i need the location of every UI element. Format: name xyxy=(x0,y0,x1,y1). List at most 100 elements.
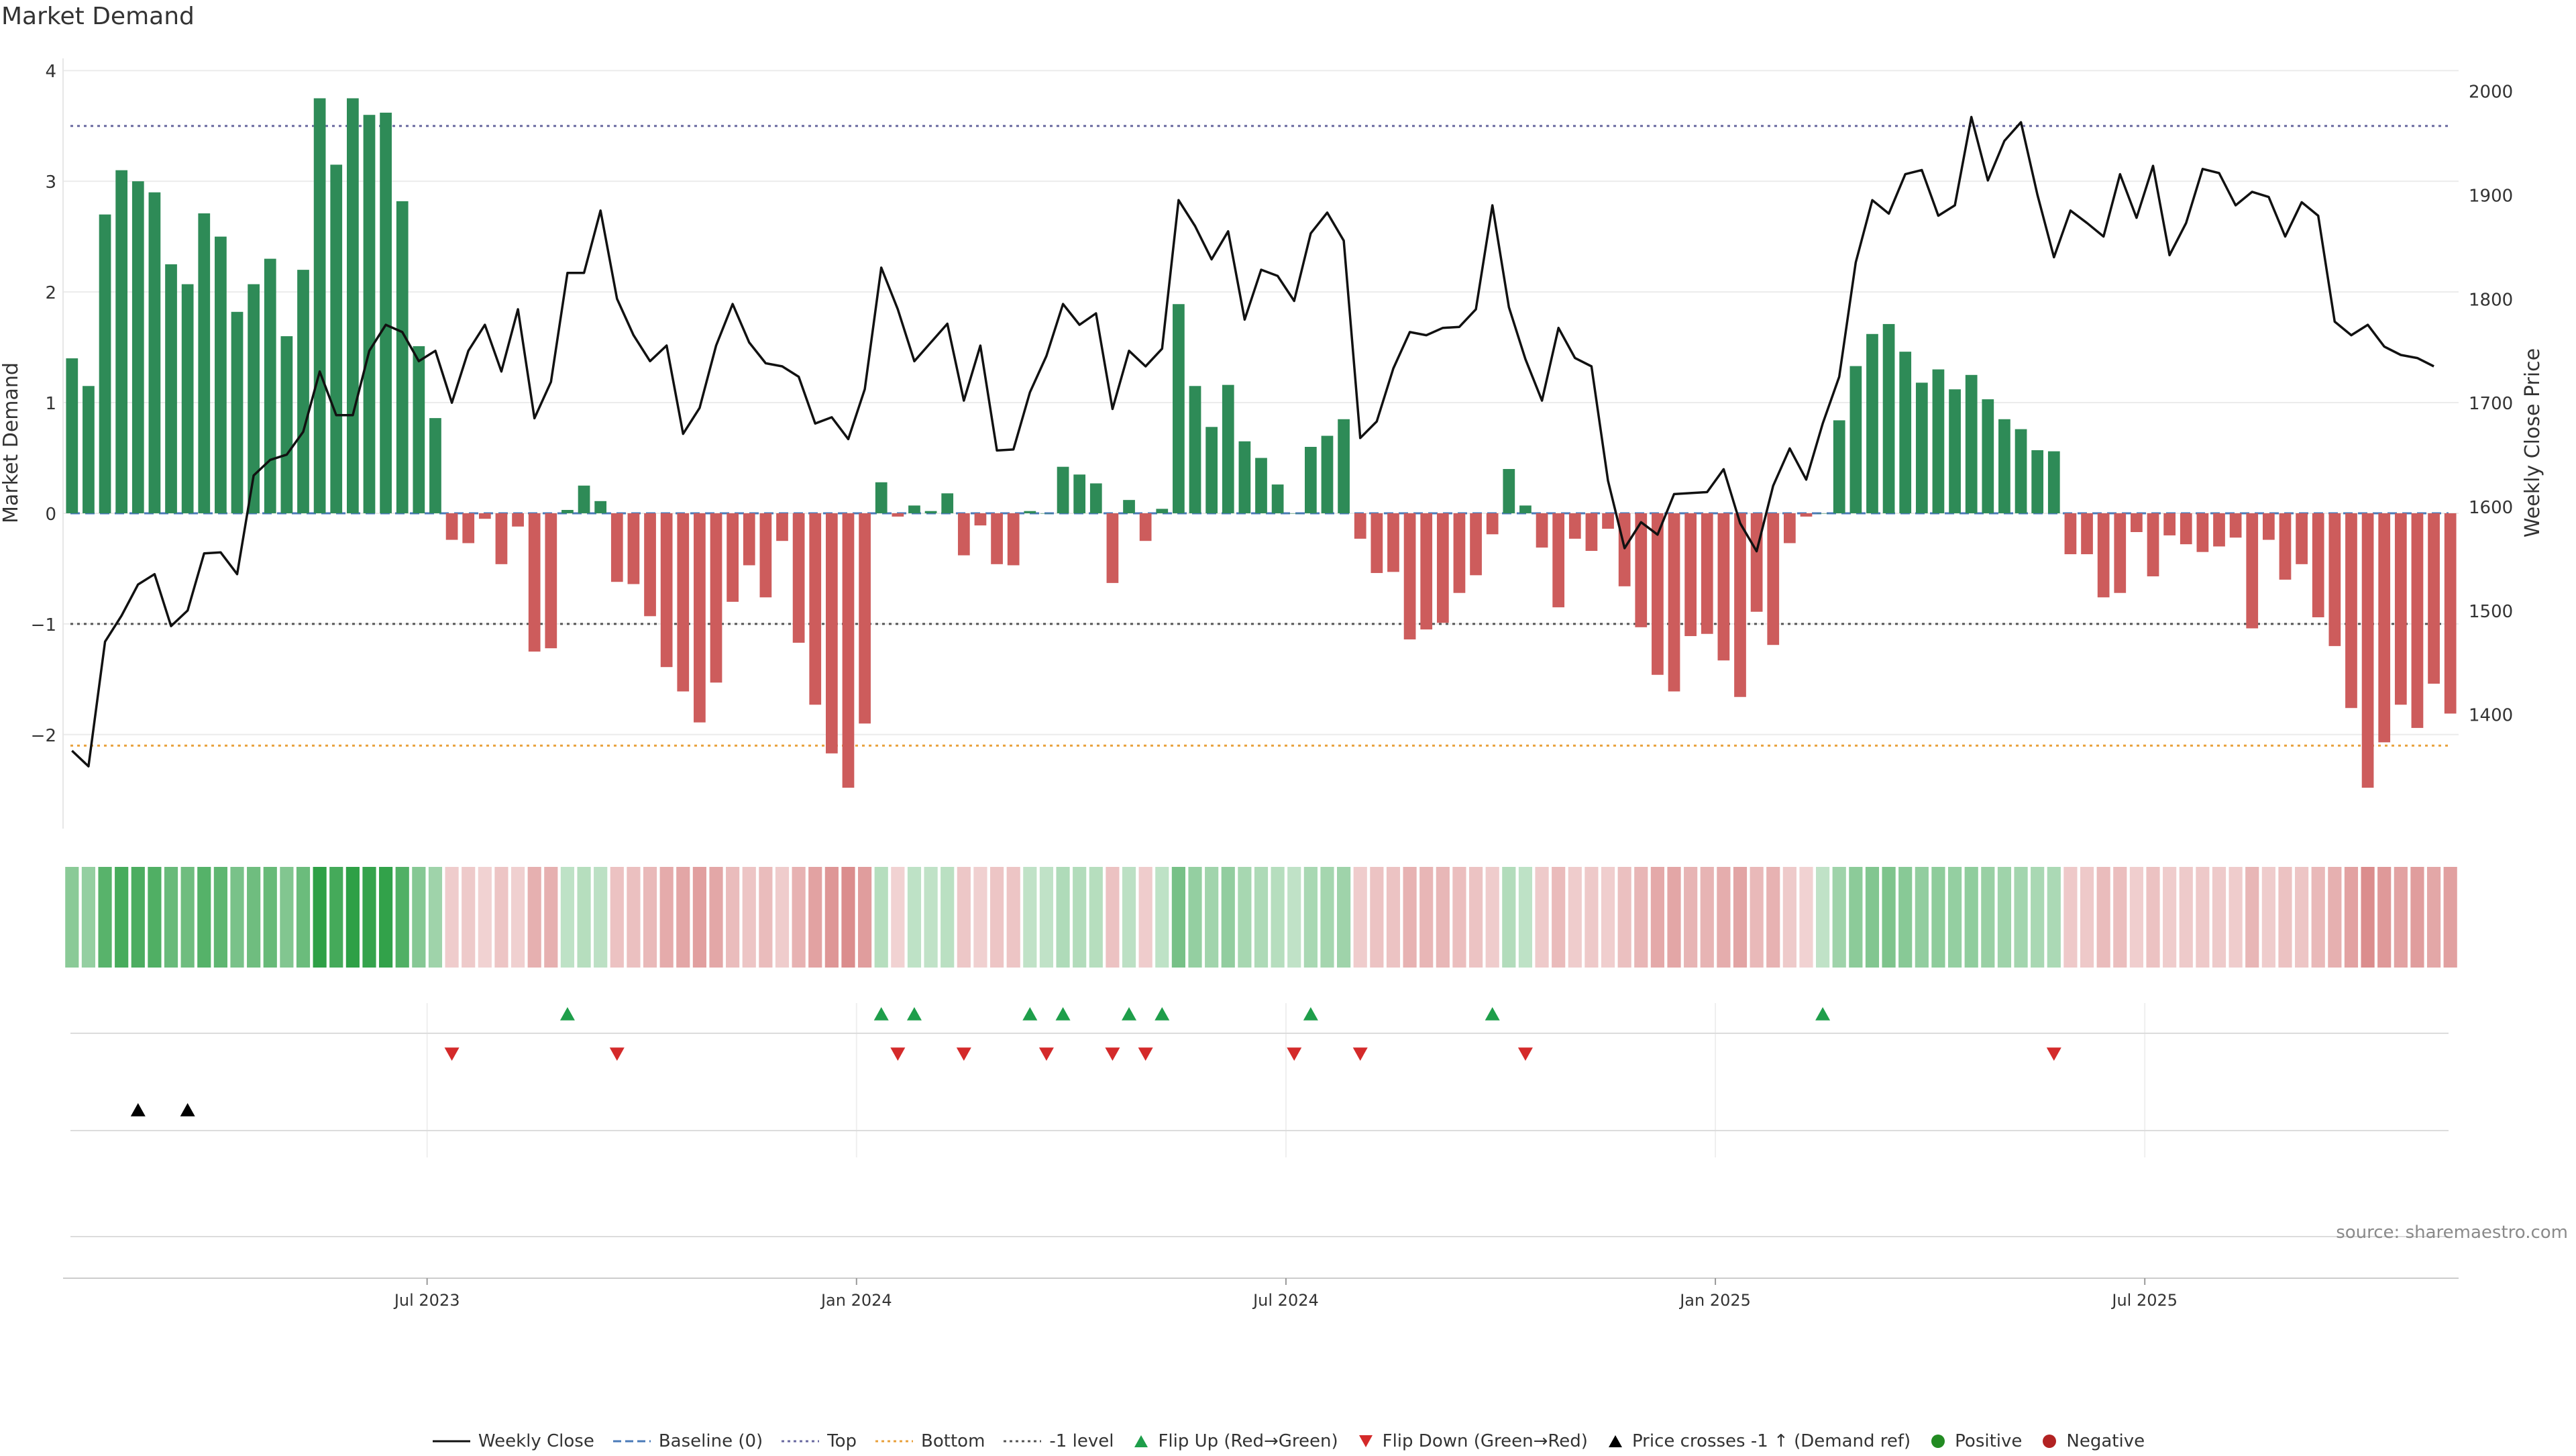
demand-bar xyxy=(957,513,970,556)
demand-bar xyxy=(1635,513,1648,627)
flip-up-marker xyxy=(1022,1007,1038,1021)
demand-bar xyxy=(131,181,144,513)
demand-bar xyxy=(83,386,95,513)
legend-swatch xyxy=(875,1440,914,1443)
demand-bar xyxy=(99,214,111,513)
demand-bar xyxy=(1354,513,1366,539)
demand-bar xyxy=(1189,386,1201,513)
heat-cell xyxy=(1468,867,1483,968)
legend-swatch xyxy=(1931,1435,1945,1448)
demand-bar xyxy=(2213,513,2225,547)
demand-bar xyxy=(148,192,161,513)
demand-bar xyxy=(198,213,211,513)
heat-cell xyxy=(1419,867,1434,968)
demand-bar xyxy=(313,98,326,513)
heat-cell xyxy=(2163,867,2177,968)
demand-bar xyxy=(2163,513,2176,535)
demand-bar xyxy=(1602,513,1614,529)
legend-label: Price crosses -1 ↑ (Demand ref) xyxy=(1631,1431,1911,1451)
heat-cell xyxy=(1006,867,1020,968)
heat-cell xyxy=(676,867,690,968)
heat-cell xyxy=(329,867,343,968)
legend-label: Flip Down (Green→Red) xyxy=(1382,1431,1588,1451)
demand-bar xyxy=(1420,513,1433,630)
heat-cell xyxy=(1552,867,1566,968)
heat-cell xyxy=(957,867,971,968)
legend-swatch xyxy=(1004,1440,1042,1443)
y-tick-label-left: 0 xyxy=(45,505,56,525)
heat-cell xyxy=(2129,867,2143,968)
heat-cell xyxy=(1138,867,1152,968)
demand-bar xyxy=(2428,513,2440,684)
y-tick-label-right: 1400 xyxy=(2469,706,2513,726)
heat-cell xyxy=(2426,867,2441,968)
heat-cell xyxy=(313,867,327,968)
heat-cell xyxy=(1320,867,1334,968)
heat-cell xyxy=(395,867,409,968)
flip-up-marker xyxy=(1485,1007,1500,1021)
heat-cell xyxy=(2361,867,2375,968)
demand-bar xyxy=(1271,484,1284,513)
heat-cell xyxy=(1023,867,1037,968)
y-tick-label-left: −2 xyxy=(31,726,56,746)
demand-bar xyxy=(1040,513,1053,514)
demand-bar xyxy=(181,284,194,513)
heat-cell xyxy=(2014,867,2028,968)
demand-bar xyxy=(759,513,772,598)
heat-cell xyxy=(1039,867,1054,968)
demand-bar xyxy=(727,513,739,602)
heat-cell xyxy=(1287,867,1301,968)
demand-bar xyxy=(809,513,822,705)
demand-bar xyxy=(2361,513,2374,788)
demand-bar xyxy=(677,513,690,692)
heat-cell xyxy=(445,867,459,968)
heat-cell xyxy=(1089,867,1103,968)
flip-down-marker xyxy=(1038,1047,1054,1061)
flip-down-marker xyxy=(1352,1047,1368,1061)
heat-cell xyxy=(1205,867,1219,968)
y-tick-label-right: 1700 xyxy=(2469,394,2513,414)
demand-bar xyxy=(380,112,392,513)
demand-bar xyxy=(215,236,227,513)
heat-cell xyxy=(296,867,311,968)
flip-up-marker xyxy=(906,1007,922,1021)
legend-item: Top xyxy=(780,1431,857,1451)
demand-bar xyxy=(1073,474,1086,513)
demand-bar xyxy=(1982,399,1994,513)
flip-down-marker xyxy=(2046,1047,2061,1061)
demand-bar xyxy=(1453,513,1466,593)
heat-cell xyxy=(2394,867,2408,968)
demand-bar xyxy=(2114,513,2127,593)
heat-cell xyxy=(115,867,129,968)
demand-bar xyxy=(1222,384,1234,513)
demand-bar xyxy=(792,513,805,643)
heat-cell xyxy=(1518,867,1533,968)
heat-cell xyxy=(924,867,938,968)
demand-bar xyxy=(396,201,409,513)
heat-cell xyxy=(891,867,905,968)
demand-bar xyxy=(445,513,458,540)
heat-cell xyxy=(2245,867,2259,968)
legend-swatch xyxy=(782,1440,820,1443)
legend-label: Positive xyxy=(1955,1431,2023,1451)
heat-cell xyxy=(379,867,393,968)
heat-cell xyxy=(1502,867,1516,968)
heat-cell xyxy=(1782,867,1796,968)
demand-bar xyxy=(776,513,788,541)
demand-bar xyxy=(2064,513,2077,554)
heat-cell xyxy=(1221,867,1235,968)
legend-label: Top xyxy=(827,1431,857,1451)
weekly-close-line xyxy=(71,115,2434,768)
demand-bar xyxy=(1552,513,1565,608)
demand-bar xyxy=(297,270,309,513)
heat-cell xyxy=(643,867,657,968)
y-tick-label-left: 4 xyxy=(45,62,56,82)
heat-cell xyxy=(1882,867,1896,968)
heat-cell xyxy=(874,867,888,968)
heat-cell xyxy=(1535,867,1549,968)
chart-legend: Weekly Close Baseline (0) Top Bottom -1 leve… xyxy=(0,1426,2576,1456)
demand-bar xyxy=(478,513,491,519)
flip-up-marker xyxy=(1303,1007,1318,1021)
demand-bar xyxy=(1932,369,1945,513)
